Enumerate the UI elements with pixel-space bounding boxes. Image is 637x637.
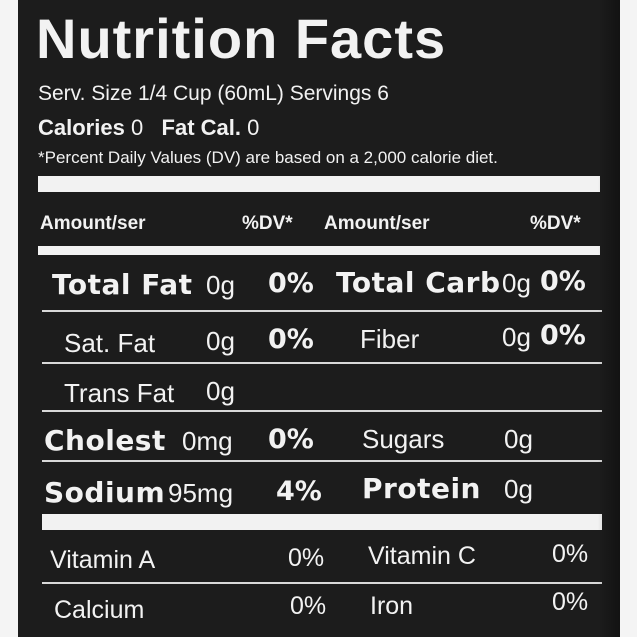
nutrient-dv: 0% <box>268 424 314 455</box>
nutrient-amount: 0g <box>504 474 533 504</box>
vitamin-dv: 0% <box>552 540 589 568</box>
nutrient-name: Sodium <box>44 476 166 509</box>
nutrient-name: Total Carb <box>336 266 501 299</box>
nutrient-amount: 0mg <box>182 426 233 456</box>
nutrient-amount: 0g <box>206 326 235 356</box>
thick-divider <box>42 514 602 530</box>
nutrient-name: Sat. Fat <box>64 328 156 358</box>
serving-size-line: Serv. Size 1/4 Cup (60mL) Servings 6 <box>38 82 389 105</box>
nutrient-dv: 4% <box>276 476 322 507</box>
header-amount-left: Amount/ser <box>40 213 146 234</box>
nutrient-amount: 95mg <box>168 478 234 508</box>
nutrient-amount: 0g <box>206 270 235 300</box>
vitamin-dv: 0% <box>288 544 325 572</box>
vitamin-dv: 0% <box>290 592 327 620</box>
nutrient-dv: 0% <box>268 324 314 355</box>
calories-label: Calories <box>38 115 125 140</box>
nutrient-dv: 0% <box>268 268 314 299</box>
nutrient-name: Protein <box>362 472 481 505</box>
header-dv-left: %DV* <box>242 213 293 234</box>
header-amount-right: Amount/ser <box>324 213 430 234</box>
nutrient-amount: 0g <box>502 268 531 298</box>
nutrient-name: Total Fat <box>52 268 193 301</box>
nutrition-label: Nutrition Facts Serv. Size 1/4 Cup (60mL… <box>18 0 620 637</box>
vitamin-name: Vitamin C <box>368 542 476 570</box>
nutrient-name: Sugars <box>362 424 445 454</box>
medium-divider <box>38 246 600 255</box>
header-dv-right: %DV* <box>530 213 581 234</box>
calories-line: Calories 0 Fat Cal. 0 <box>38 115 259 141</box>
nutrient-dv: 0% <box>540 320 586 351</box>
row-divider <box>42 410 602 412</box>
vitamin-dv: 0% <box>552 588 589 616</box>
vitamin-name: Calcium <box>54 596 145 624</box>
nutrient-name: Cholest <box>44 424 166 457</box>
calories-value: 0 <box>130 115 144 140</box>
vitamin-name: Vitamin A <box>50 546 156 574</box>
thick-divider <box>38 176 600 192</box>
fat-cal-label: Fat Cal. <box>161 115 242 140</box>
nutrient-name: Trans Fat <box>64 378 175 408</box>
nutrient-name: Fiber <box>360 324 420 354</box>
nutrient-amount: 0g <box>206 376 235 406</box>
row-divider <box>42 460 602 462</box>
label-title: Nutrition Facts <box>36 7 447 70</box>
dv-footnote: *Percent Daily Values (DV) are based on … <box>38 148 498 167</box>
nutrient-dv: 0% <box>540 266 586 297</box>
nutrient-amount: 0g <box>502 322 531 352</box>
vitamin-name: Iron <box>370 592 414 620</box>
row-divider <box>42 362 602 364</box>
row-divider <box>42 582 602 584</box>
nutrient-amount: 0g <box>504 424 533 454</box>
fat-cal-value: 0 <box>247 115 260 140</box>
row-divider <box>42 310 602 312</box>
